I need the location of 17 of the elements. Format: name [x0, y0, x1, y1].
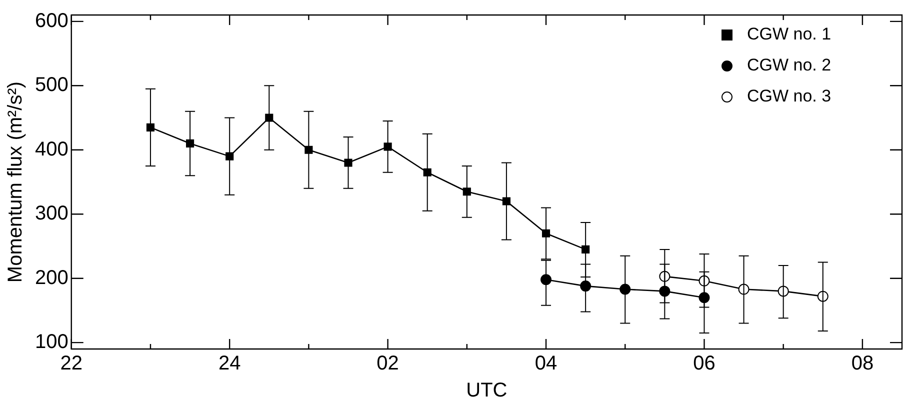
y-tick-label: 200 — [34, 266, 68, 289]
x-tick-label: 24 — [218, 352, 241, 375]
y-tick-label: 500 — [34, 74, 68, 96]
x-tick-label: 08 — [851, 352, 874, 375]
legend-label: CGW no. 2 — [747, 56, 832, 75]
x-tick-label: 22 — [60, 352, 82, 375]
x-tick-label: 06 — [693, 352, 716, 375]
legend-label: CGW no. 3 — [747, 86, 832, 106]
x-tick-label: 02 — [376, 352, 399, 375]
y-axis-title: Momentum flux (m²/s²) — [4, 81, 27, 283]
y-tick-label: 300 — [34, 202, 68, 225]
x-tick-label: 04 — [534, 352, 558, 375]
x-axis-title: UTC — [466, 380, 508, 402]
y-tick-label: 100 — [34, 331, 68, 354]
legend-label: CGW no. 1 — [747, 24, 832, 44]
y-tick-label: 600 — [34, 10, 68, 32]
y-tick-label: 400 — [34, 138, 68, 160]
